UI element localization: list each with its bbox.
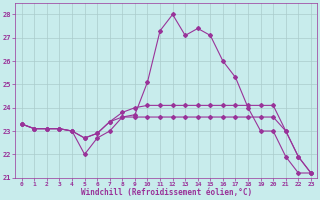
X-axis label: Windchill (Refroidissement éolien,°C): Windchill (Refroidissement éolien,°C) <box>81 188 252 197</box>
